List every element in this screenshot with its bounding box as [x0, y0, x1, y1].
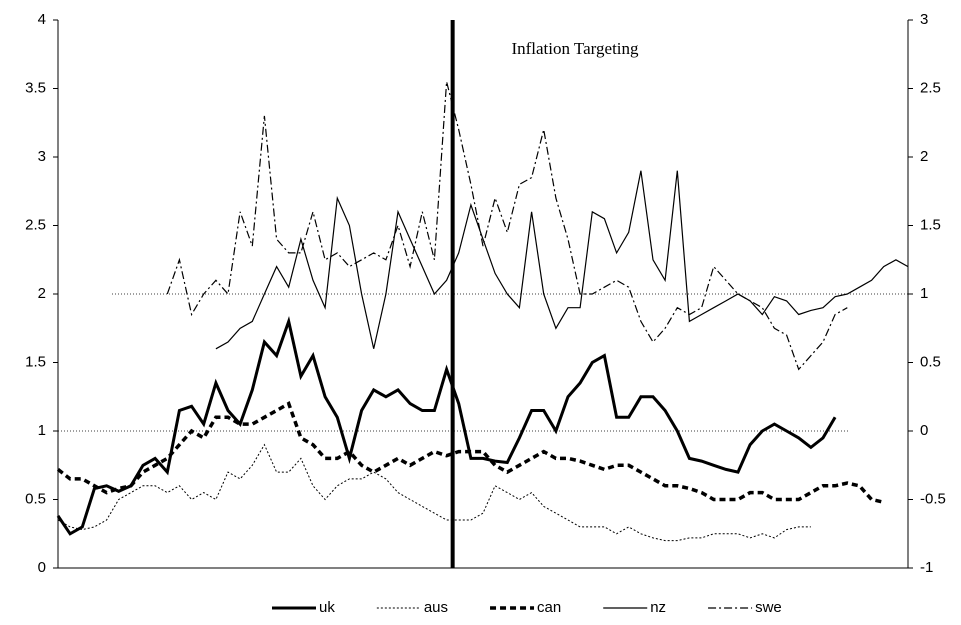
y-tick-label: 2.5	[25, 216, 46, 233]
y-tick-label: 4	[38, 11, 46, 28]
series-line	[56, 401, 885, 504]
series-line	[57, 443, 811, 542]
y2-tick-label: 0	[920, 422, 928, 439]
y2-tick-label: 1.5	[920, 216, 941, 233]
y-tick-label: 0	[38, 559, 46, 576]
legend-label: aus	[424, 599, 448, 616]
y2-tick-label: 3	[920, 11, 928, 28]
series-line	[166, 81, 848, 371]
y2-tick-label: 0.5	[920, 353, 941, 370]
legend-label: nz	[650, 599, 666, 616]
y-tick-label: 0.5	[25, 490, 46, 507]
y-tick-label: 3	[38, 148, 46, 165]
y2-tick-label: 2.5	[920, 79, 941, 96]
y2-tick-label: -1	[920, 559, 933, 576]
series-line	[56, 315, 837, 536]
annotation: Inflation Targeting	[511, 39, 639, 58]
y-tick-label: 3.5	[25, 79, 46, 96]
y-tick-label: 2	[38, 285, 46, 302]
legend-label: can	[537, 599, 561, 616]
y2-tick-label: -0.5	[920, 490, 946, 507]
series-line	[215, 170, 909, 350]
y2-tick-label: 1	[920, 285, 928, 302]
legend-label: uk	[319, 599, 335, 616]
legend-label: swe	[755, 599, 782, 616]
y-tick-label: 1	[38, 422, 46, 439]
y-tick-label: 1.5	[25, 353, 46, 370]
y2-tick-label: 2	[920, 148, 928, 165]
